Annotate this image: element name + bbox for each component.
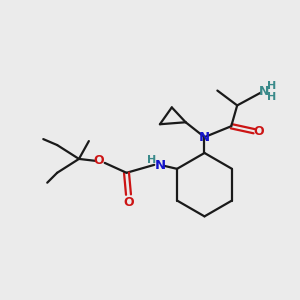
Text: H: H: [267, 92, 277, 101]
Text: H: H: [267, 81, 277, 91]
Text: H: H: [147, 155, 156, 165]
Text: O: O: [254, 125, 264, 138]
Text: N: N: [199, 130, 210, 144]
Text: O: O: [123, 196, 134, 209]
Text: O: O: [94, 154, 104, 167]
Text: N: N: [259, 85, 269, 98]
Text: N: N: [154, 159, 166, 172]
